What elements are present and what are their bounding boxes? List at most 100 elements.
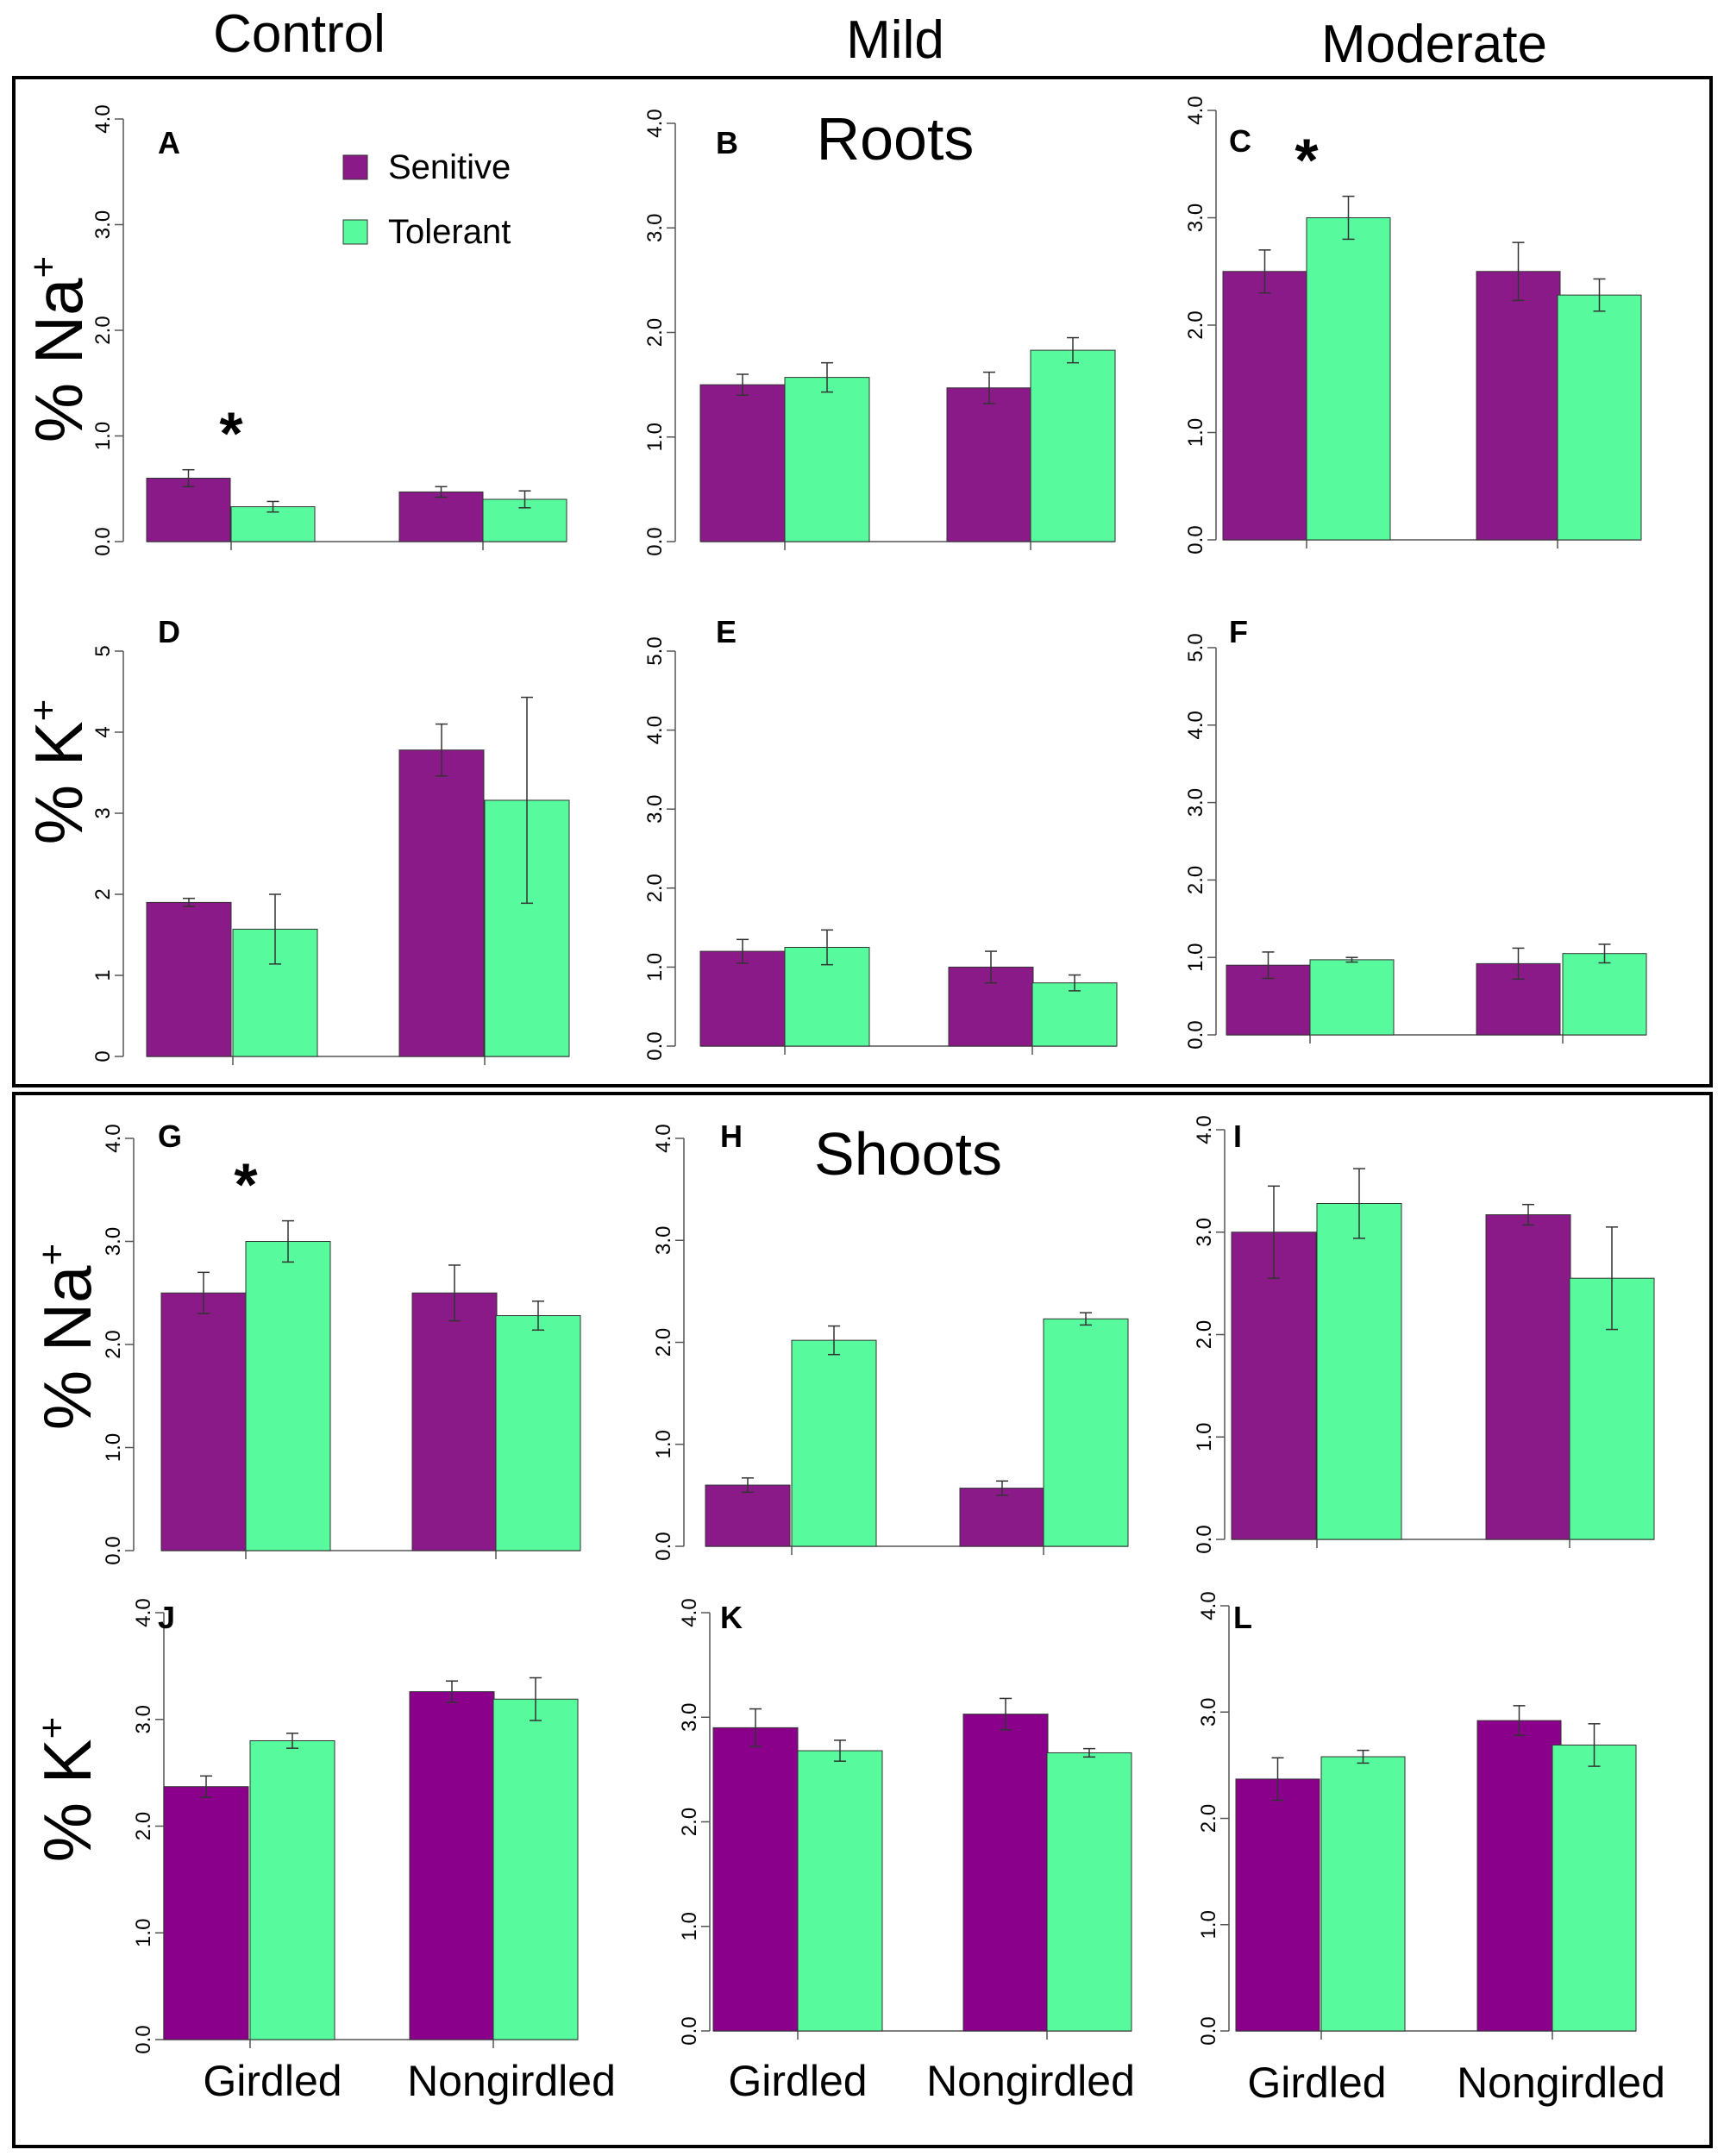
y-tick-label-C-2: 2.0 [1184, 310, 1207, 339]
y-tick-label-A-0: 0.0 [91, 527, 115, 555]
legend-swatch-tolerant [342, 219, 368, 245]
bar-D-sensitive-girdled [146, 901, 232, 1057]
y-tick-label-I-2: 2.0 [1193, 1320, 1216, 1349]
bar-G-sensitive-nongirdled [411, 1292, 498, 1551]
legend-label-sensitive: Senitive [388, 148, 511, 186]
bar-G-sensitive-girdled [160, 1292, 247, 1551]
y-tick-label-B-2: 2.0 [643, 318, 667, 347]
bar-I-sensitive-nongirdled [1485, 1214, 1571, 1540]
x-label-girdled-moderate: Girdled [1247, 2059, 1386, 2107]
significance-star-G-0: * [234, 1151, 258, 1219]
panels: 0.0 1.0 2.0 3.0 4.0 * A 0.0 1.0 2.0 3.0 4.0 B 0.0 1.0 2… [91, 96, 1655, 2054]
roots-section-frame [12, 76, 1713, 1087]
bar-K-tolerant-girdled [797, 1750, 883, 2032]
bar-L-tolerant-nongirdled [1552, 1744, 1637, 2032]
bar-F-tolerant-nongirdled [1562, 953, 1647, 1036]
svg-text:% Na+: % Na+ [29, 1244, 105, 1430]
x-label-girdled-control: Girdled [203, 2057, 342, 2105]
y-tick-label-L-2: 2.0 [1197, 1804, 1220, 1833]
bar-J-tolerant-girdled [249, 1740, 335, 2040]
bar-L-sensitive-girdled [1235, 1778, 1320, 2032]
bar-J-sensitive-nongirdled [409, 1691, 495, 2040]
bar-D-sensitive-nongirdled [398, 749, 485, 1057]
y-tick-label-F-0: 0.0 [1184, 1020, 1207, 1049]
bar-K-sensitive-nongirdled [962, 1714, 1049, 2032]
panel-J: 0.0 1.0 2.0 3.0 4.0 J [132, 1598, 579, 2054]
y-tick-label-K-1: 1.0 [678, 1912, 701, 1940]
panel-label-H: H [720, 1119, 743, 1154]
panel-L: 0.0 1.0 2.0 3.0 4.0 L [1197, 1591, 1637, 2046]
y-tick-label-J-2: 2.0 [132, 1812, 155, 1840]
y-tick-label-I-3: 3.0 [1193, 1218, 1216, 1246]
significance-star-A-0: * [219, 400, 243, 467]
panel-label-C: C [1229, 123, 1251, 159]
y-tick-label-K-0: 0.0 [678, 2016, 701, 2045]
bar-I-tolerant-girdled [1316, 1203, 1402, 1540]
y-tick-label-L-3: 3.0 [1197, 1698, 1220, 1727]
x-label-nongirdled-control: Nongirdled [407, 2057, 616, 2105]
y-tick-label-D-5: 5 [91, 645, 115, 656]
panel-H: 0.0 1.0 2.0 3.0 4.0 H [652, 1119, 1129, 1561]
y-tick-label-J-0: 0.0 [132, 2025, 155, 2053]
y-tick-label-I-0: 0.0 [1193, 1525, 1216, 1553]
y-tick-label-A-2: 2.0 [91, 316, 115, 344]
bar-C-sensitive-nongirdled [1476, 271, 1561, 541]
y-tick-label-A-4: 4.0 [91, 104, 115, 133]
y-tick-label-E-2: 2.0 [643, 874, 667, 902]
panel-label-J: J [158, 1600, 175, 1635]
legend-label-tolerant: Tolerant [388, 213, 511, 251]
y-tick-label-E-0: 0.0 [643, 1031, 667, 1060]
row-label-shoots-k: % K+ [29, 1717, 105, 1863]
y-tick-label-K-4: 4.0 [678, 1598, 701, 1626]
bar-H-sensitive-girdled [705, 1484, 791, 1547]
bar-I-sensitive-girdled [1231, 1232, 1317, 1540]
y-tick-label-K-3: 3.0 [678, 1703, 701, 1732]
y-tick-label-B-1: 1.0 [643, 423, 667, 451]
panel-F: 0.0 1.0 2.0 3.0 4.0 5.0 F [1184, 614, 1647, 1050]
bar-L-tolerant-girdled [1320, 1756, 1406, 2032]
y-tick-label-D-1: 1 [91, 969, 115, 981]
panel-G: 0.0 1.0 2.0 3.0 4.0 * G [102, 1119, 581, 1565]
y-tick-label-G-3: 3.0 [102, 1227, 125, 1256]
y-tick-label-D-4: 4 [91, 726, 115, 737]
section-title-shoots: Shoots [814, 1120, 1002, 1188]
row-label-roots-k: % K+ [21, 699, 97, 845]
y-tick-label-A-1: 1.0 [91, 422, 115, 450]
y-tick-label-L-0: 0.0 [1197, 2016, 1220, 2045]
bar-C-tolerant-nongirdled [1557, 294, 1642, 541]
y-tick-label-D-3: 3 [91, 807, 115, 818]
bar-H-tolerant-nongirdled [1043, 1318, 1129, 1547]
y-tick-label-G-0: 0.0 [102, 1536, 125, 1564]
y-tick-label-E-1: 1.0 [643, 953, 667, 981]
y-tick-label-I-1: 1.0 [1193, 1423, 1216, 1451]
x-label-nongirdled-mild: Nongirdled [926, 2057, 1135, 2105]
y-tick-label-G-4: 4.0 [102, 1124, 125, 1152]
bar-G-tolerant-nongirdled [495, 1315, 581, 1551]
bar-A-sensitive-nongirdled [398, 491, 484, 542]
y-tick-label-B-0: 0.0 [643, 527, 667, 555]
column-title-mild: Mild [846, 10, 944, 70]
bar-B-tolerant-girdled [784, 377, 870, 542]
panel-label-D: D [158, 614, 180, 649]
y-tick-label-J-3: 3.0 [132, 1705, 155, 1733]
y-tick-label-H-2: 2.0 [652, 1328, 675, 1357]
y-tick-label-F-5: 5.0 [1184, 633, 1207, 661]
bar-B-sensitive-girdled [699, 384, 786, 542]
panel-I: 0.0 1.0 2.0 3.0 4.0 I [1193, 1115, 1655, 1554]
y-tick-label-B-3: 3.0 [643, 214, 667, 242]
y-tick-label-G-2: 2.0 [102, 1330, 125, 1358]
panel-label-I: I [1233, 1119, 1242, 1154]
bar-E-tolerant-nongirdled [1031, 982, 1118, 1047]
y-tick-label-F-4: 4.0 [1184, 711, 1207, 739]
panel-B: 0.0 1.0 2.0 3.0 4.0 B [643, 109, 1116, 556]
y-tick-label-H-1: 1.0 [652, 1430, 675, 1458]
y-tick-label-F-1: 1.0 [1184, 943, 1207, 972]
y-tick-label-B-4: 4.0 [643, 109, 667, 137]
y-tick-label-H-0: 0.0 [652, 1532, 675, 1560]
panel-label-G: G [158, 1119, 182, 1154]
bar-J-sensitive-girdled [163, 1786, 249, 2040]
y-tick-label-D-2: 2 [91, 888, 115, 899]
y-tick-label-E-5: 5.0 [643, 636, 667, 665]
panel-A: 0.0 1.0 2.0 3.0 4.0 * A [91, 104, 567, 556]
